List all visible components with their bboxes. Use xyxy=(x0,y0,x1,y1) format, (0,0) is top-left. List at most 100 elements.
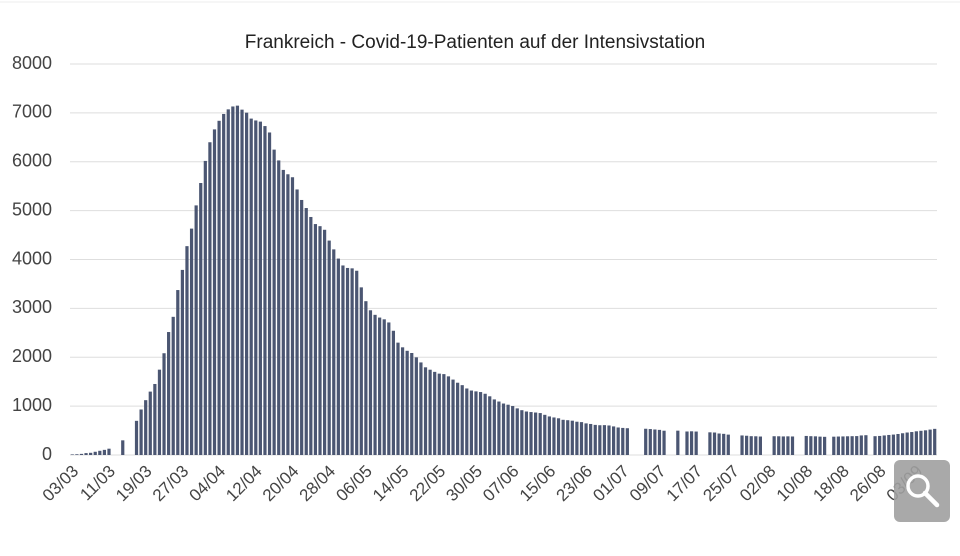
bar xyxy=(644,428,648,455)
x-tick-label: 10/08 xyxy=(773,462,817,506)
bar xyxy=(556,418,561,455)
x-tick-label: 22/05 xyxy=(406,462,450,506)
y-tick-label: 6000 xyxy=(12,151,52,171)
bar xyxy=(382,319,386,455)
bar xyxy=(891,434,896,455)
x-tick-label: 20/04 xyxy=(259,462,303,506)
bar xyxy=(148,391,152,455)
y-tick-label: 8000 xyxy=(12,53,52,73)
bar xyxy=(900,433,905,455)
chart-title: Frankreich - Covid-19-Patienten auf der … xyxy=(245,32,705,53)
bar xyxy=(625,428,629,455)
bar xyxy=(469,390,473,455)
bar xyxy=(873,436,877,455)
bar xyxy=(497,401,501,455)
bar xyxy=(396,342,400,455)
bar xyxy=(708,432,712,455)
bar xyxy=(437,373,441,455)
bar xyxy=(685,431,689,455)
bar xyxy=(189,228,194,455)
bar xyxy=(511,406,515,455)
bar xyxy=(506,404,510,455)
bar xyxy=(286,174,290,455)
bar xyxy=(231,106,235,455)
bar xyxy=(859,435,863,455)
bar xyxy=(171,316,175,455)
bar xyxy=(754,436,758,455)
bar xyxy=(350,268,354,455)
bar xyxy=(235,105,240,455)
bar xyxy=(258,121,262,455)
x-tick-label: 27/03 xyxy=(149,462,193,506)
x-tick-label: 07/06 xyxy=(479,462,523,506)
bar xyxy=(818,436,822,455)
zoom-button[interactable] xyxy=(894,460,950,522)
bar xyxy=(712,432,717,455)
bar xyxy=(70,454,74,455)
bar xyxy=(157,369,162,455)
bar xyxy=(520,410,524,455)
bar xyxy=(89,452,93,455)
bar xyxy=(566,420,570,455)
bar xyxy=(300,199,304,455)
bar xyxy=(341,265,345,455)
x-tick-label: 04/04 xyxy=(186,462,230,506)
bar xyxy=(322,229,327,455)
bar xyxy=(180,269,184,455)
bar xyxy=(121,440,125,455)
bar xyxy=(717,433,721,455)
bar xyxy=(694,431,698,455)
bar xyxy=(162,353,166,455)
bar xyxy=(433,371,437,455)
bar xyxy=(478,392,483,455)
zoom-button-bg[interactable] xyxy=(894,460,950,522)
bar xyxy=(933,428,937,455)
bar xyxy=(245,112,249,455)
bar xyxy=(501,403,506,455)
bar xyxy=(84,453,88,455)
bar xyxy=(781,436,785,455)
x-tick-label: 15/06 xyxy=(516,462,560,506)
bar xyxy=(653,429,657,455)
bar xyxy=(240,109,244,456)
bar xyxy=(804,435,808,455)
bar xyxy=(203,160,207,455)
bar xyxy=(928,429,932,455)
bar xyxy=(488,396,492,455)
bar xyxy=(318,226,322,455)
bar xyxy=(272,149,276,455)
x-tick-label: 09/07 xyxy=(626,462,670,506)
bar xyxy=(575,421,579,455)
bar xyxy=(657,429,662,455)
bar xyxy=(309,216,313,455)
bar xyxy=(428,369,432,455)
bar xyxy=(914,431,918,455)
bar xyxy=(910,432,914,455)
bar xyxy=(845,436,850,455)
bar xyxy=(841,436,845,455)
bar xyxy=(584,423,588,455)
bar xyxy=(368,310,373,455)
bar xyxy=(855,436,859,455)
bar xyxy=(923,430,928,455)
bar xyxy=(212,129,217,455)
bar xyxy=(456,382,460,455)
bar xyxy=(823,436,827,455)
bar xyxy=(749,436,753,455)
bar xyxy=(373,314,377,455)
plot-area: 0 1000 2000 3000 4000 5000 6000 7000 8000 03/0311… xyxy=(12,53,937,505)
bar xyxy=(98,450,102,455)
bar xyxy=(345,267,350,455)
bar xyxy=(878,435,882,455)
bar xyxy=(79,453,84,455)
bar xyxy=(327,240,331,455)
bar xyxy=(570,420,574,455)
zoom-icon-handle xyxy=(922,490,940,508)
bar xyxy=(226,109,230,455)
x-tick-label: 01/07 xyxy=(589,462,633,506)
x-tick-label: 12/04 xyxy=(222,462,266,506)
bar xyxy=(355,270,359,455)
bar xyxy=(607,425,611,455)
bar xyxy=(185,246,189,455)
bar xyxy=(93,451,97,455)
